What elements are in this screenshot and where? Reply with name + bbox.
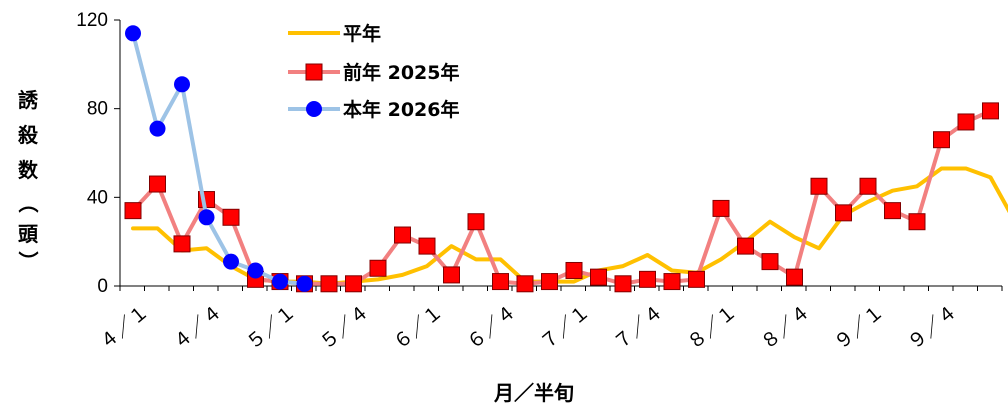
data-point bbox=[517, 276, 533, 292]
x-tick-label: ９／４ bbox=[904, 301, 962, 355]
y-axis-title-char: ） bbox=[16, 251, 40, 271]
data-point bbox=[689, 271, 705, 287]
data-point bbox=[297, 276, 313, 292]
data-point bbox=[493, 274, 509, 290]
data-point bbox=[223, 209, 239, 225]
data-point bbox=[591, 269, 607, 285]
data-point bbox=[836, 205, 852, 221]
data-point bbox=[615, 276, 631, 292]
x-tick-label: ４／１ bbox=[95, 301, 153, 355]
data-point bbox=[787, 269, 803, 285]
y-axis-title-char: 数 bbox=[18, 158, 39, 182]
data-point bbox=[125, 203, 141, 219]
x-tick-label: ８／１ bbox=[683, 301, 741, 355]
y-axis: 0 40 80 120 bbox=[76, 10, 120, 297]
x-tick-label-group: ９／１ bbox=[830, 301, 888, 355]
y-tick-label: 120 bbox=[76, 10, 108, 31]
y-axis-title-char: 頭 bbox=[18, 222, 39, 246]
data-point bbox=[468, 214, 484, 230]
data-point bbox=[370, 260, 386, 276]
legend-label: 前年 2025年 bbox=[343, 61, 460, 84]
data-point bbox=[934, 132, 950, 148]
data-point bbox=[248, 262, 264, 278]
x-tick-label-group: ６／４ bbox=[463, 301, 521, 355]
data-point bbox=[566, 262, 582, 278]
legend-label: 本年 2026年 bbox=[343, 98, 460, 121]
series-line bbox=[133, 111, 991, 284]
x-tick-label: ４／４ bbox=[169, 301, 227, 355]
data-point bbox=[983, 103, 999, 119]
x-tick-label-group: ８／４ bbox=[757, 301, 815, 355]
x-tick-label: ５／４ bbox=[316, 301, 374, 355]
y-axis-title: 誘殺数 （ 頭 ） bbox=[16, 88, 40, 271]
data-point bbox=[419, 238, 435, 254]
y-tick-label: 40 bbox=[87, 187, 108, 208]
data-point bbox=[664, 274, 680, 290]
x-tick-label-group: ７／１ bbox=[536, 301, 594, 355]
data-point bbox=[762, 254, 778, 270]
x-tick-label: ５／１ bbox=[242, 301, 300, 355]
y-axis-title-char: （ bbox=[16, 193, 40, 213]
x-tick-label: ７／４ bbox=[610, 301, 668, 355]
x-tick-label-group: ９／４ bbox=[904, 301, 962, 355]
data-point bbox=[640, 271, 656, 287]
data-point bbox=[321, 276, 337, 292]
data-point bbox=[223, 254, 239, 270]
data-point bbox=[958, 114, 974, 130]
x-tick-label-group: ５／４ bbox=[316, 301, 374, 355]
data-point bbox=[738, 238, 754, 254]
data-point bbox=[272, 274, 288, 290]
x-tick-label-group: ４／１ bbox=[95, 301, 153, 355]
y-axis-title-char: 殺 bbox=[17, 123, 39, 147]
data-point bbox=[885, 203, 901, 219]
data-point bbox=[150, 176, 166, 192]
legend-swatch-marker bbox=[306, 101, 322, 117]
data-point bbox=[542, 274, 558, 290]
x-tick-label-group: ５／１ bbox=[242, 301, 300, 355]
x-tick-label-group: ４／４ bbox=[169, 301, 227, 355]
y-tick-label: 0 bbox=[97, 276, 108, 297]
x-tick-label-group: ８／１ bbox=[683, 301, 741, 355]
x-tick-label-group: ６／１ bbox=[389, 301, 447, 355]
data-point bbox=[860, 178, 876, 194]
data-point bbox=[909, 214, 925, 230]
series-layer bbox=[125, 25, 1008, 291]
x-tick-label: ６／１ bbox=[389, 301, 447, 355]
data-point bbox=[811, 178, 827, 194]
data-point bbox=[174, 76, 190, 92]
x-axis-title: 月／半旬 bbox=[493, 381, 574, 405]
x-tick-label: ８／４ bbox=[757, 301, 815, 355]
legend-label: 平年 bbox=[343, 22, 381, 45]
y-tick-label: 80 bbox=[87, 99, 108, 120]
data-point bbox=[199, 209, 215, 225]
data-point bbox=[150, 121, 166, 137]
series-2 bbox=[125, 25, 313, 291]
data-point bbox=[444, 267, 460, 283]
x-tick-label: ７／１ bbox=[536, 301, 594, 355]
x-tick-label: ６／４ bbox=[463, 301, 521, 355]
series-line bbox=[133, 33, 305, 283]
data-point bbox=[713, 200, 729, 216]
legend-swatch-marker bbox=[306, 64, 322, 80]
y-axis-title-char: 誘 bbox=[18, 88, 39, 112]
x-axis: ４／１ ４／４ ５／１ ５／４ ６／１ ６／４ ７／１ ７／４ ８／１ ８／４ ９／１ ９／４ bbox=[95, 286, 1002, 354]
data-point bbox=[346, 276, 362, 292]
data-point bbox=[395, 227, 411, 243]
x-tick-label: ９／１ bbox=[830, 301, 888, 355]
data-point bbox=[125, 25, 141, 41]
x-tick-label-group: ７／４ bbox=[610, 301, 668, 355]
data-point bbox=[174, 236, 190, 252]
